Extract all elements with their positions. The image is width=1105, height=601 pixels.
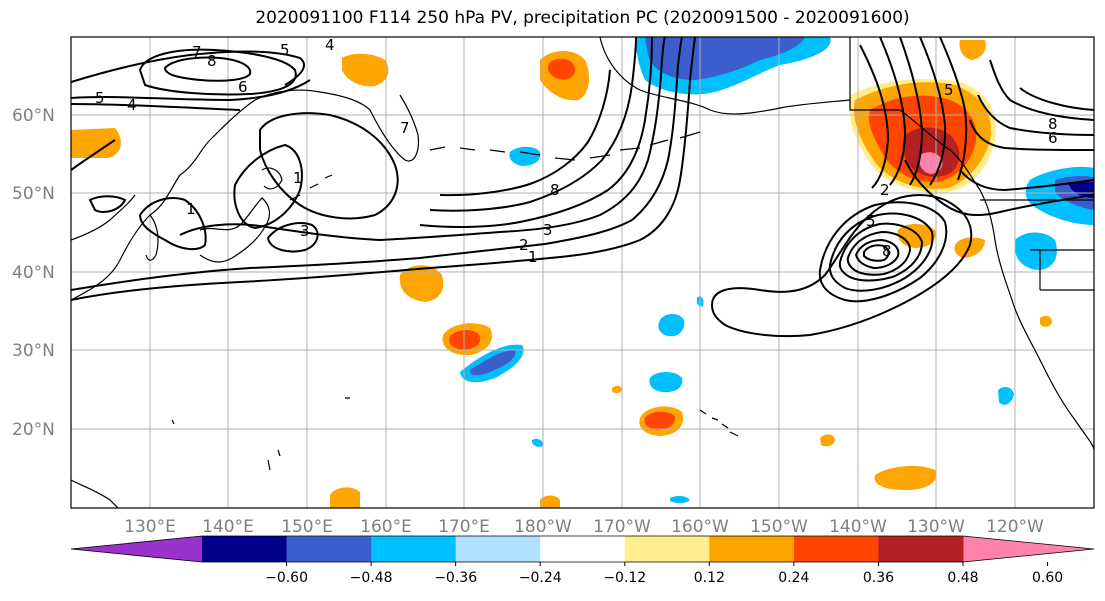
longitude-labels: 130°E 140°E 150°E 160°E 170°E 180°W 170°… bbox=[124, 517, 1044, 537]
lat-label: 20°N bbox=[12, 420, 55, 440]
lat-label: 60°N bbox=[12, 106, 55, 126]
lon-label: 150°E bbox=[281, 517, 333, 537]
colorbar-tick-label: −0.24 bbox=[519, 570, 562, 586]
lon-label: 130°E bbox=[124, 517, 176, 537]
lon-label: 180°W bbox=[514, 517, 572, 537]
contour-labels: 7 8 5 6 5 4 4 1 7 1 3 8 3 2 1 2 5 8 5 8 … bbox=[95, 36, 1058, 266]
contour-label: 1 bbox=[293, 169, 303, 187]
contour-label: 1 bbox=[528, 248, 538, 266]
contour-label: 8 bbox=[207, 52, 217, 70]
contour-label: 6 bbox=[238, 78, 248, 96]
colorbar-segment bbox=[202, 536, 288, 562]
lon-label: 170°W bbox=[593, 517, 651, 537]
colorbar-tick-label: 0.12 bbox=[694, 570, 725, 586]
lat-label: 50°N bbox=[12, 184, 55, 204]
lon-label: 170°E bbox=[438, 517, 490, 537]
precip-shading bbox=[71, 37, 1094, 508]
colorbar-segment bbox=[540, 536, 626, 562]
colorbar-tick-label: −0.60 bbox=[265, 570, 308, 586]
pv-contours bbox=[71, 37, 1094, 338]
colorbar-tick-label: −0.12 bbox=[603, 570, 646, 586]
latitude-labels: 60°N 50°N 40°N 30°N 20°N bbox=[12, 106, 55, 440]
lat-label: 30°N bbox=[12, 341, 55, 361]
colorbar-segment bbox=[793, 536, 879, 562]
contour-label: 8 bbox=[1048, 115, 1058, 133]
lon-label: 140°E bbox=[202, 517, 254, 537]
colorbar-segment bbox=[371, 536, 457, 562]
colorbar-segment bbox=[286, 536, 372, 562]
contour-label: 2 bbox=[880, 181, 890, 199]
lon-label: 160°W bbox=[671, 517, 729, 537]
colorbar-tick-label: 0.60 bbox=[1032, 570, 1063, 586]
colorbar-tick-label: −0.36 bbox=[434, 570, 477, 586]
colorbar-tick-label: 0.48 bbox=[947, 570, 978, 586]
contour-label: 5 bbox=[95, 89, 105, 107]
colorbar-extend-max bbox=[963, 536, 1094, 562]
contour-label: 3 bbox=[300, 222, 310, 240]
colorbar-segment bbox=[624, 536, 710, 562]
colorbar-tick-label: 0.36 bbox=[863, 570, 894, 586]
map-border bbox=[70, 36, 1095, 509]
lon-label: 140°W bbox=[829, 517, 887, 537]
contour-label: 8 bbox=[550, 181, 560, 199]
colorbar-tick-label: 0.24 bbox=[778, 570, 809, 586]
colorbar: −0.60 −0.48 −0.36 −0.24 −0.12 0.12 0.24 0.36 0.4… bbox=[70, 535, 1095, 586]
colorbar-outline bbox=[70, 535, 1095, 563]
lon-label: 150°W bbox=[750, 517, 808, 537]
graticule bbox=[71, 37, 1094, 508]
lon-label: 130°W bbox=[907, 517, 965, 537]
coastlines bbox=[71, 37, 1094, 508]
contour-label: 5 bbox=[866, 212, 876, 230]
contour-label: 5 bbox=[944, 81, 954, 99]
contour-label: 4 bbox=[127, 96, 137, 114]
colorbar-segment bbox=[455, 536, 541, 562]
contour-label: 4 bbox=[325, 36, 335, 54]
contour-label: 5 bbox=[280, 41, 290, 59]
contour-label: 7 bbox=[400, 119, 410, 137]
contour-label: 8 bbox=[882, 242, 892, 260]
colorbar-tick-label: −0.48 bbox=[350, 570, 393, 586]
lon-label: 160°E bbox=[360, 517, 412, 537]
colorbar-extend-min bbox=[71, 536, 202, 562]
figure-title: 2020091100 F114 250 hPa PV, precipitatio… bbox=[255, 8, 910, 28]
colorbar-segment bbox=[878, 536, 964, 562]
contour-label: 2 bbox=[519, 236, 529, 254]
contour-label: 1 bbox=[186, 200, 196, 218]
contour-label: 7 bbox=[192, 43, 202, 61]
lon-label: 120°W bbox=[986, 517, 1044, 537]
lat-label: 40°N bbox=[12, 263, 55, 283]
colorbar-segment bbox=[709, 536, 795, 562]
contour-label: 6 bbox=[1048, 129, 1058, 147]
contour-label: 3 bbox=[543, 221, 553, 239]
